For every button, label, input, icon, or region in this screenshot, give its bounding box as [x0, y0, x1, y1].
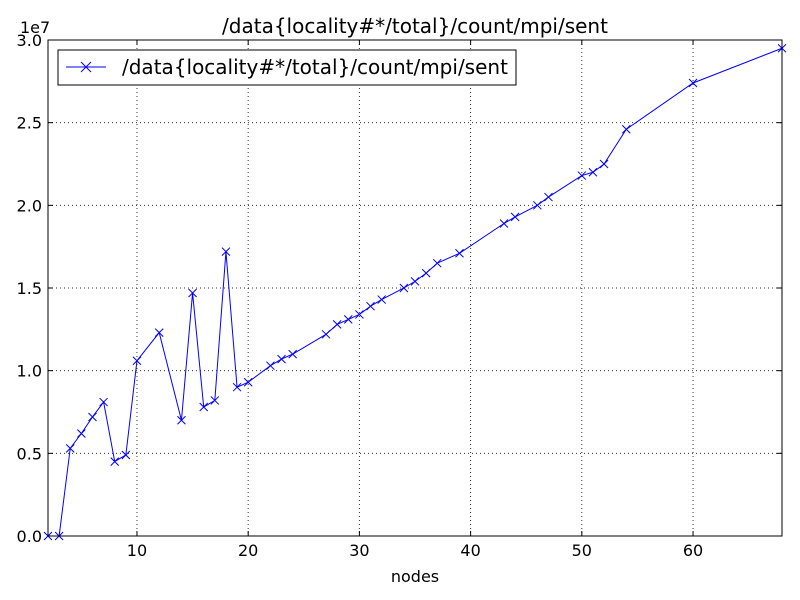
- data-point-marker: [377, 295, 386, 304]
- data-point-marker: [221, 247, 231, 256]
- legend-marker-swatch: [80, 61, 92, 73]
- data-point-marker: [288, 349, 298, 359]
- grid-lines: [48, 40, 782, 536]
- legend: /data{locality#*/total}/count/mpi/sent: [57, 49, 517, 86]
- y-tick-label: 3.0: [17, 31, 42, 50]
- data-point-marker: [154, 328, 164, 337]
- data-point-marker: [99, 397, 108, 407]
- data-point-marker: [277, 354, 286, 364]
- x-tick-label: 20: [238, 541, 258, 560]
- data-point-marker: [599, 159, 609, 169]
- y-tick-label: 1.5: [17, 279, 42, 298]
- chart-title: /data{locality#*/total}/count/mpi/sent: [222, 14, 608, 38]
- legend-label: /data{locality#*/total}/count/mpi/sent: [122, 55, 508, 79]
- data-point-marker: [577, 171, 587, 180]
- y-tick-label: 2.5: [17, 114, 42, 133]
- data-point-marker: [532, 200, 542, 210]
- data-point-marker: [343, 315, 353, 324]
- data-point-marker: [421, 268, 431, 278]
- y-offset-label: 1e7: [20, 18, 50, 37]
- data-point-marker: [321, 329, 331, 339]
- data-point-marker: [110, 457, 120, 466]
- data-point-marker: [132, 356, 142, 366]
- data-point-marker: [432, 258, 442, 268]
- x-tick-label: 60: [683, 541, 703, 560]
- data-point-marker: [232, 382, 242, 392]
- tick-layer: 10 20 30 40 50 60 0.0 0.5 1.0 1.5 2.0 2.5 3.0: [17, 31, 782, 560]
- y-tick-label: 0.0: [17, 527, 42, 546]
- y-tick-label: 2.0: [17, 196, 42, 215]
- data-point-marker: [688, 78, 698, 88]
- x-axis-label: nodes: [391, 567, 439, 586]
- data-point-marker: [88, 412, 97, 422]
- x-tick-label: 30: [349, 541, 369, 560]
- data-point-marker: [621, 124, 631, 134]
- legend-box: [57, 49, 517, 86]
- data-point-marker: [121, 450, 131, 460]
- data-point-marker: [355, 310, 364, 319]
- data-point-marker: [199, 402, 209, 412]
- data-point-marker: [266, 361, 275, 371]
- x-tick-label: 10: [127, 541, 147, 560]
- data-point-marker: [177, 415, 186, 425]
- data-point-marker: [210, 396, 220, 405]
- data-point-marker: [243, 377, 253, 387]
- data-point-marker: [455, 248, 464, 258]
- data-point-marker: [332, 320, 342, 329]
- data-point-marker: [366, 301, 375, 311]
- data-point-marker: [499, 219, 509, 228]
- data-point-marker: [588, 167, 598, 177]
- data-point-marker: [188, 288, 197, 298]
- data-point-marker: [399, 283, 409, 293]
- x-tick-label: 50: [572, 541, 592, 560]
- x-tick-label: 40: [460, 541, 480, 560]
- y-tick-label: 0.5: [17, 444, 42, 463]
- data-point-marker: [410, 277, 420, 286]
- y-tick-label: 1.0: [17, 362, 42, 381]
- data-point-marker: [77, 429, 86, 438]
- data-point-marker: [65, 444, 75, 453]
- data-point-marker: [544, 192, 553, 202]
- data-point-marker: [510, 212, 520, 222]
